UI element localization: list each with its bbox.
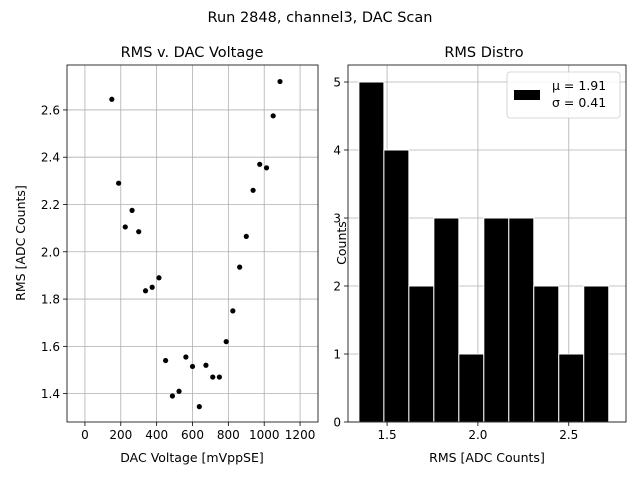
legend-box: [506, 71, 621, 119]
histogram-axes-frame: [347, 64, 627, 423]
scatter-point: [277, 78, 283, 85]
scatter-point: [257, 161, 263, 167]
scatter-x-tick-label: 600: [181, 428, 204, 442]
scatter-point: [196, 404, 202, 410]
scatter-y-tick-label: 2.6: [41, 103, 60, 117]
scatter-x-tick-label: 0: [81, 428, 89, 442]
histogram-y-tick-label: 3: [333, 212, 341, 226]
scatter-x-tick-label: 200: [109, 428, 132, 442]
scatter-y-tick-label: 1.4: [41, 387, 60, 401]
scatter-point: [210, 374, 216, 380]
scatter-panel: RMS v. DAC Voltage 0 200 400 600 800 1000 1200…: [13, 45, 319, 465]
legend-swatch: [514, 90, 540, 100]
scatter-point: [189, 363, 196, 370]
scatter-point: [223, 339, 229, 345]
histogram-x-ticks: 1.5 2.0 2.5: [378, 422, 578, 442]
scatter-point: [203, 362, 209, 368]
histogram-y-tick-label: 0: [333, 416, 341, 430]
scatter-point: [176, 388, 182, 394]
histogram-title: RMS Distro: [444, 45, 523, 61]
scatter-point: [129, 207, 135, 214]
histogram-y-axis-label: Counts: [334, 221, 349, 265]
scatter-x-tick-label: 400: [145, 428, 168, 442]
scatter-y-tick-label: 1.6: [41, 340, 60, 354]
scatter-point: [237, 264, 243, 270]
legend-entry-mu: μ = 1.91: [552, 78, 606, 93]
scatter-point: [216, 374, 222, 380]
scatter-point: [270, 113, 276, 119]
scatter-point: [169, 393, 176, 399]
scatter-point: [142, 288, 149, 294]
scatter-y-tick-label: 2.4: [41, 151, 60, 165]
histogram-y-tick-label: 4: [333, 144, 341, 158]
scatter-point: [122, 224, 128, 230]
scatter-x-tick-label: 1000: [249, 428, 280, 442]
histogram-panel: RMS Distro 1.5 2.0 2.5 0 1 2 3 4 5 RMS [ADC Cou…: [333, 45, 627, 465]
scatter-point: [243, 233, 249, 240]
scatter-point: [116, 180, 122, 186]
scatter-point: [263, 165, 270, 171]
histogram-x-axis-label: RMS [ADC Counts]: [429, 450, 545, 465]
histogram-bar: [533, 285, 560, 423]
histogram-bars: [358, 81, 610, 423]
scatter-point: [149, 284, 155, 290]
figure-suptitle: Run 2848, channel3, DAC Scan: [208, 10, 433, 26]
scatter-x-axis-label: DAC Voltage [mVppSE]: [120, 450, 263, 465]
histogram-bar: [358, 81, 385, 423]
histogram-y-tick-label: 5: [333, 76, 341, 90]
scatter-x-tick-label: 1200: [285, 428, 316, 442]
scatter-point: [183, 354, 189, 360]
scatter-point: [230, 308, 236, 314]
scatter-x-ticks: 0 200 400 600 800 1000 1200: [81, 422, 315, 442]
scatter-gridlines: [67, 65, 318, 422]
histogram-bar: [433, 217, 460, 423]
scatter-point: [163, 357, 169, 364]
scatter-point: [109, 96, 115, 102]
histogram-y-tick-label: 2: [333, 280, 341, 294]
scatter-points: [109, 78, 283, 410]
histogram-x-tick-label: 2.0: [468, 428, 487, 442]
scatter-point: [136, 229, 142, 235]
histogram-bar: [483, 217, 510, 423]
histogram-y-ticks: 0 1 2 3 4 5: [333, 76, 348, 430]
histogram-bar: [508, 217, 535, 423]
scatter-point: [156, 275, 162, 281]
scatter-y-tick-label: 1.8: [41, 293, 60, 307]
scatter-y-ticks: 1.4 1.6 1.8 2.0 2.2 2.4 2.6: [41, 103, 67, 401]
scatter-y-tick-label: 2.2: [41, 198, 60, 212]
scatter-title: RMS v. DAC Voltage: [121, 45, 264, 61]
histogram-x-tick-label: 1.5: [378, 428, 397, 442]
scatter-y-tick-label: 2.0: [41, 245, 60, 259]
scatter-x-tick-label: 800: [217, 428, 240, 442]
histogram-bar: [383, 149, 410, 423]
scatter-point: [250, 187, 256, 193]
histogram-bar: [408, 285, 435, 423]
histogram-bar: [458, 353, 485, 423]
scatter-y-axis-label: RMS [ADC Counts]: [13, 185, 28, 301]
histogram-x-tick-label: 2.5: [559, 428, 578, 442]
histogram-legend: μ = 1.91 σ = 0.41: [506, 71, 621, 119]
histogram-bar: [558, 353, 585, 423]
legend-entry-sigma: σ = 0.41: [552, 95, 606, 110]
histogram-bar: [583, 285, 610, 423]
histogram-y-tick-label: 1: [333, 348, 341, 362]
